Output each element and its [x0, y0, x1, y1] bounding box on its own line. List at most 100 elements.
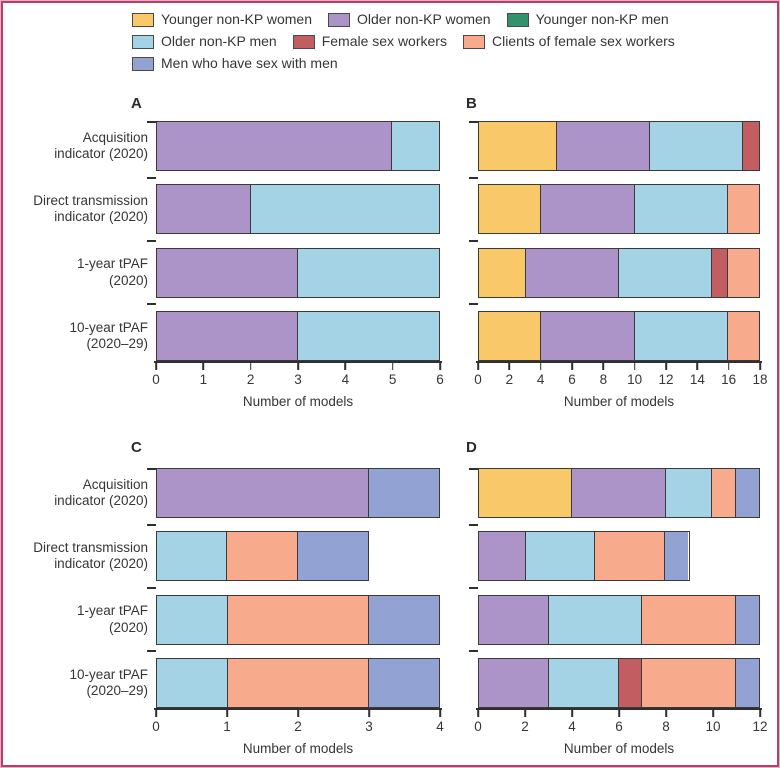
x-axis-tick-label: 1	[199, 372, 208, 387]
stacked-bar	[478, 121, 760, 171]
x-axis-tick-label: 8	[599, 372, 608, 387]
bar-segment-younger-non-kp-women	[479, 312, 542, 360]
y-axis-tick	[147, 121, 156, 123]
x-axis-tick-label: 4	[341, 372, 350, 387]
legend-label: Men who have sex with men	[161, 55, 338, 71]
x-axis-tick	[297, 710, 299, 717]
plot-panel-a: 0 1 2 3 4 5 6 Number of models	[147, 121, 444, 409]
bar-segment-clients-of-female-sex-workers	[227, 595, 369, 644]
bar-segment-clients-of-female-sex-workers	[727, 185, 759, 234]
bar-row	[156, 468, 440, 518]
bar-segment-female-sex-workers	[619, 659, 643, 707]
x-axis-tick-label: 18	[752, 372, 768, 387]
bar-segment-older-non-kp-men	[650, 122, 744, 170]
x-axis-tick-label: 0	[474, 719, 482, 734]
y-axis-tick	[147, 176, 156, 179]
bar-segment-older-non-kp-men	[665, 469, 713, 517]
bar-segment-older-non-kp-women	[556, 122, 651, 170]
bar-segment-older-non-kp-women	[157, 122, 392, 170]
x-axis-tick	[508, 363, 511, 370]
bar-segment-older-non-kp-men	[618, 248, 713, 297]
y-axis-tick	[469, 468, 478, 470]
x-axis-tick-label: 16	[721, 372, 737, 387]
bar-segment-older-non-kp-men	[157, 659, 228, 707]
bar-row	[478, 658, 760, 708]
bar-segment-men-who-have-sex-with-men	[735, 469, 759, 517]
stacked-bar	[156, 468, 440, 518]
bar-segment-men-who-have-sex-with-men	[368, 595, 439, 644]
bar-row	[156, 247, 440, 298]
bar-segment-older-non-kp-men	[634, 185, 728, 234]
panel-letter-b: B	[466, 95, 477, 112]
legend-item-younger-nonkp-women: Younger non-KP women	[132, 12, 312, 27]
x-axis-tick	[439, 363, 441, 370]
x-axis-tick-label: 10	[705, 719, 721, 734]
x-axis-title: Number of models	[563, 394, 675, 409]
bar-segment-older-non-kp-women	[541, 312, 635, 360]
bar-row	[156, 121, 440, 171]
y-axis-tick	[469, 176, 478, 179]
bar-segment-older-non-kp-men	[157, 532, 228, 581]
bar-row	[478, 247, 760, 298]
x-axis-tick-label: 4	[436, 719, 444, 734]
bar-segment-older-non-kp-women	[157, 469, 369, 517]
y-axis-tick	[469, 650, 478, 653]
stacked-bar	[478, 531, 690, 582]
panel-letter-a: A	[131, 95, 142, 112]
stacked-bar	[156, 658, 440, 708]
x-axis-tick	[759, 710, 761, 717]
stacked-bar	[156, 594, 440, 645]
x-axis-tick-label: 4	[568, 719, 576, 734]
x-axis-tick	[759, 363, 761, 370]
bar-segment-clients-of-female-sex-workers	[642, 595, 736, 644]
stacked-bar	[156, 121, 440, 171]
bar-segment-older-non-kp-women	[572, 469, 666, 517]
x-axis-tick-label: 6	[568, 372, 576, 387]
legend-item-older-nonkp-women: Older non-KP women	[328, 12, 491, 27]
bar-segment-men-who-have-sex-with-men	[368, 659, 439, 707]
x-axis-tick-label: 3	[294, 372, 302, 387]
bar-segment-men-who-have-sex-with-men	[297, 532, 368, 581]
x-axis-tick	[439, 710, 441, 717]
stacked-bar	[156, 531, 369, 582]
stacked-bar	[478, 247, 760, 298]
category-label-line1: 10-year tPAF	[69, 319, 148, 335]
bar-row	[156, 311, 440, 361]
category-label: Acquisition indicator (2020)	[13, 121, 148, 171]
category-label-line1: 1-year tPAF	[76, 256, 148, 272]
bar-segment-younger-non-kp-women	[479, 185, 542, 234]
x-axis-line	[154, 708, 442, 710]
category-label-line2: (2020)	[108, 272, 148, 288]
category-label-line2: (2020–29)	[86, 683, 148, 698]
legend-label: Female sex workers	[321, 33, 447, 49]
x-axis-tick	[602, 363, 605, 370]
bar-segment-older-non-kp-men	[525, 532, 596, 581]
stacked-bar	[478, 468, 760, 518]
legend-label: Clients of female sex workers	[491, 33, 675, 49]
bar-row	[478, 121, 760, 171]
legend-swatch-clients-of-fsw	[462, 34, 485, 49]
plot-panel-d: 0 2 4 6 8 10 12 Number of models	[469, 468, 768, 756]
y-axis-tick	[469, 303, 478, 306]
bar-segment-older-non-kp-women	[157, 248, 298, 297]
category-label-line1: Direct transmission	[33, 539, 148, 555]
bar-segment-clients-of-female-sex-workers	[227, 659, 369, 707]
bar-segment-older-non-kp-women	[525, 248, 619, 297]
x-axis-tick-label: 6	[436, 372, 444, 387]
bar-segment-older-non-kp-men	[157, 595, 228, 644]
legend-label: Younger non-KP men	[535, 11, 669, 27]
x-axis-tick-label: 0	[474, 372, 482, 387]
y-axis-tick	[469, 587, 478, 589]
category-label: 10-year tPAF (2020–29)	[13, 311, 148, 361]
legend-item-clients-of-fsw: Clients of female sex workers	[462, 33, 675, 49]
category-label-line2: (2020–29)	[86, 336, 148, 351]
x-axis-tick	[696, 363, 699, 370]
legend: Younger non-KP women Older non-KP women Yo…	[132, 12, 675, 71]
bar-segment-female-sex-workers	[743, 122, 759, 170]
x-axis-tick-label: 2	[294, 719, 302, 734]
bar-segment-older-non-kp-women	[157, 312, 298, 360]
bar-row	[156, 531, 440, 582]
x-axis-tick	[712, 710, 714, 717]
bar-segment-older-non-kp-women	[157, 185, 251, 234]
x-axis-tick	[524, 710, 526, 717]
